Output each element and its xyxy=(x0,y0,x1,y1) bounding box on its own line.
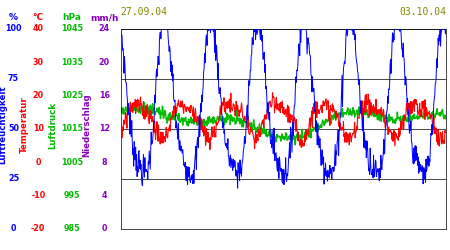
Text: 75: 75 xyxy=(8,74,19,83)
Text: 995: 995 xyxy=(64,191,80,200)
Text: 20: 20 xyxy=(99,58,110,66)
Text: Temperatur: Temperatur xyxy=(20,96,29,153)
Text: 10: 10 xyxy=(33,124,44,133)
Text: Luftdruck: Luftdruck xyxy=(49,102,58,148)
Text: °C: °C xyxy=(33,14,44,22)
Text: 50: 50 xyxy=(8,124,19,133)
Text: 8: 8 xyxy=(102,158,107,166)
Text: 1045: 1045 xyxy=(61,24,83,33)
Text: mm/h: mm/h xyxy=(90,14,119,22)
Text: 0: 0 xyxy=(102,224,107,233)
Text: -20: -20 xyxy=(31,224,45,233)
Text: 27.09.04: 27.09.04 xyxy=(121,7,167,17)
Text: 24: 24 xyxy=(99,24,110,33)
Text: 40: 40 xyxy=(33,24,44,33)
Text: 4: 4 xyxy=(102,191,107,200)
Text: 985: 985 xyxy=(64,224,80,233)
Text: hPa: hPa xyxy=(63,14,81,22)
Text: 0: 0 xyxy=(36,158,41,166)
Text: 25: 25 xyxy=(8,174,19,183)
Text: 30: 30 xyxy=(33,58,44,66)
Text: 100: 100 xyxy=(5,24,22,33)
Text: 0: 0 xyxy=(11,224,16,233)
Text: 16: 16 xyxy=(99,91,110,100)
Text: %: % xyxy=(9,14,18,22)
Text: Luftfeuchtigkeit: Luftfeuchtigkeit xyxy=(0,86,7,164)
Text: 1015: 1015 xyxy=(61,124,83,133)
Text: -10: -10 xyxy=(31,191,45,200)
Text: 03.10.04: 03.10.04 xyxy=(400,7,446,17)
Text: 1005: 1005 xyxy=(61,158,83,166)
Text: 12: 12 xyxy=(99,124,110,133)
Text: 1025: 1025 xyxy=(61,91,83,100)
Text: Niederschlag: Niederschlag xyxy=(82,93,91,157)
Text: 20: 20 xyxy=(33,91,44,100)
Text: 1035: 1035 xyxy=(61,58,83,66)
